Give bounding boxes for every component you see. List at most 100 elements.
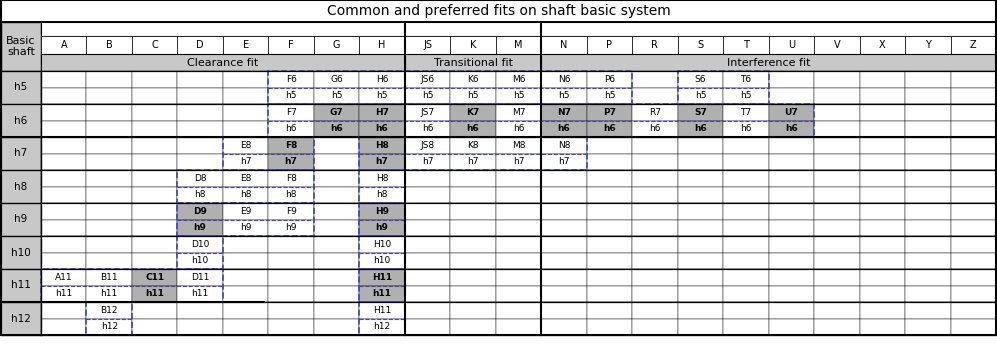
Bar: [41, 219, 87, 236]
Bar: [223, 104, 268, 121]
Bar: [541, 88, 586, 104]
Text: S: S: [697, 40, 704, 50]
Text: h10: h10: [11, 248, 31, 257]
Bar: [268, 88, 314, 104]
Text: U: U: [788, 40, 795, 50]
Bar: [359, 302, 405, 335]
Bar: [177, 236, 223, 253]
Text: h7: h7: [376, 157, 389, 166]
Text: K8: K8: [468, 141, 479, 150]
Bar: [223, 170, 268, 186]
Text: h5: h5: [468, 91, 479, 100]
Bar: [359, 170, 405, 186]
Bar: [87, 104, 132, 121]
Bar: [769, 104, 815, 121]
Bar: [177, 170, 314, 203]
Text: h5: h5: [740, 91, 752, 100]
Text: E9: E9: [240, 207, 251, 216]
Bar: [905, 121, 950, 137]
Bar: [314, 269, 359, 286]
Bar: [678, 71, 723, 88]
Text: h8: h8: [240, 190, 251, 199]
Bar: [405, 286, 451, 302]
Bar: [451, 302, 496, 319]
Text: h11: h11: [11, 281, 31, 290]
Bar: [541, 203, 586, 219]
Bar: [496, 121, 541, 137]
Text: F7: F7: [286, 108, 296, 117]
Bar: [496, 203, 541, 219]
Text: H8: H8: [375, 141, 389, 150]
Bar: [541, 186, 586, 203]
Text: D: D: [196, 40, 204, 50]
Bar: [41, 137, 87, 153]
Bar: [268, 104, 314, 121]
Bar: [359, 269, 405, 286]
Bar: [815, 236, 859, 253]
Bar: [132, 153, 177, 170]
Bar: [859, 153, 905, 170]
Bar: [132, 104, 177, 121]
Bar: [1, 71, 41, 104]
Bar: [87, 302, 132, 335]
Bar: [859, 71, 905, 88]
Bar: [769, 236, 815, 253]
Bar: [541, 104, 586, 121]
Bar: [223, 137, 314, 170]
Bar: [451, 121, 496, 137]
Bar: [950, 137, 996, 153]
Bar: [950, 269, 996, 286]
Bar: [905, 153, 950, 170]
Bar: [859, 269, 905, 286]
Text: N6: N6: [557, 75, 570, 84]
Text: V: V: [833, 40, 840, 50]
Text: K7: K7: [467, 108, 480, 117]
Bar: [1, 137, 41, 170]
Bar: [678, 253, 723, 269]
Bar: [632, 236, 678, 253]
Text: E: E: [242, 40, 248, 50]
Bar: [678, 170, 723, 186]
Bar: [359, 302, 405, 319]
Text: h6: h6: [285, 124, 297, 133]
Bar: [451, 203, 496, 219]
Bar: [223, 153, 268, 170]
Bar: [314, 170, 359, 186]
Bar: [451, 36, 496, 54]
Bar: [132, 286, 177, 302]
Bar: [815, 286, 859, 302]
Bar: [87, 269, 132, 286]
Bar: [859, 104, 905, 121]
Bar: [586, 286, 632, 302]
Bar: [769, 286, 815, 302]
Text: Y: Y: [925, 40, 931, 50]
Bar: [87, 36, 132, 54]
Bar: [132, 121, 177, 137]
Bar: [632, 170, 678, 186]
Text: N7: N7: [557, 108, 571, 117]
Bar: [359, 137, 405, 153]
Bar: [723, 186, 769, 203]
Bar: [723, 170, 769, 186]
Bar: [905, 186, 950, 203]
Bar: [451, 153, 496, 170]
Bar: [359, 203, 405, 236]
Bar: [496, 104, 541, 121]
Bar: [451, 219, 496, 236]
Bar: [859, 203, 905, 219]
Bar: [451, 71, 496, 88]
Text: JS: JS: [423, 40, 432, 50]
Bar: [723, 302, 769, 319]
Bar: [87, 88, 132, 104]
Bar: [451, 170, 496, 186]
Bar: [815, 269, 859, 286]
Bar: [815, 121, 859, 137]
Text: h5: h5: [376, 91, 388, 100]
Text: B: B: [106, 40, 113, 50]
Text: M8: M8: [511, 141, 525, 150]
Bar: [41, 269, 223, 302]
Bar: [177, 88, 223, 104]
Bar: [132, 319, 177, 335]
Bar: [314, 203, 359, 219]
Bar: [359, 269, 405, 302]
